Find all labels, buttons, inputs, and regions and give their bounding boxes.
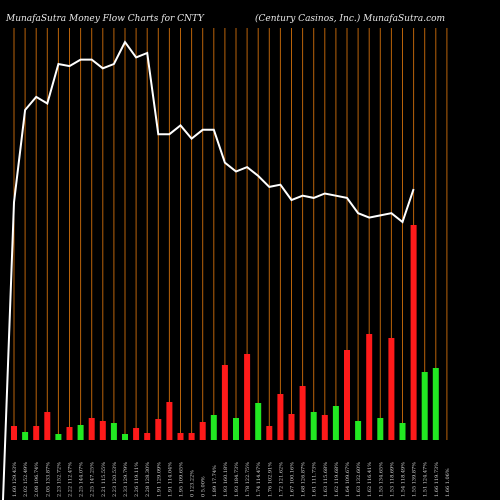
- money-flow-bar-9: [110, 423, 117, 440]
- money-flow-bar-24: [277, 394, 284, 440]
- x-tick-label-9: 2.23 120.53%: [112, 462, 118, 497]
- money-flow-bar-28: [321, 415, 328, 440]
- money-flow-bar-18: [210, 415, 217, 440]
- money-flow-bar-34: [388, 338, 395, 440]
- chart-subtitle: (Century Casinos, Inc.) MunafaSutra.com: [255, 13, 445, 24]
- x-tick-label-28: 1.63 115.68%: [323, 462, 329, 497]
- money-flow-bar-27: [310, 412, 317, 440]
- money-flow-bar-1: [22, 432, 29, 440]
- x-tick-label-1: 2.02 152.49%: [23, 462, 29, 497]
- money-flow-bar-14: [166, 402, 173, 440]
- money-flow-bar-2: [33, 426, 40, 440]
- price-line: [2, 40, 415, 500]
- x-tick-label-5: 2.22 112.47%: [68, 462, 74, 497]
- money-flow-bar-6: [77, 425, 84, 440]
- x-tick-label-3: 2.05 133.87%: [45, 462, 51, 497]
- x-tick-label-26: 1.68 126.87%: [301, 462, 307, 497]
- x-tick-label-31: 1.63 132.60%: [356, 462, 362, 497]
- x-tick-label-21: 1.78 122.75%: [245, 462, 251, 497]
- x-tick-label-16: 0 123.22%: [190, 470, 196, 497]
- x-tick-label-32: 1.62 116.41%: [367, 462, 373, 497]
- x-tick-label-17: 0 5.00%: [201, 476, 207, 497]
- money-flow-bar-36: [410, 225, 417, 440]
- x-tick-label-36: 1.55 139.87%: [412, 462, 418, 497]
- x-tick-label-4: 2.23 152.72%: [56, 462, 62, 497]
- money-flow-bar-15: [177, 433, 184, 440]
- money-flow-bar-12: [144, 433, 151, 440]
- x-tick-label-33: 1.55 134.65%: [378, 462, 384, 497]
- money-flow-bar-7: [88, 418, 95, 440]
- x-tick-label-35: 1.54 118.49%: [401, 462, 407, 497]
- money-flow-bar-0: [11, 426, 17, 440]
- money-flow-bar-3: [44, 412, 51, 440]
- money-flow-bar-5: [66, 427, 73, 440]
- money-flow-bar-17: [199, 422, 206, 440]
- money-flow-bar-11: [133, 428, 140, 440]
- money-flow-bar-32: [366, 334, 373, 440]
- money-flow-bar-4: [55, 434, 62, 440]
- x-tick-label-13: 1.91 129.09%: [156, 462, 162, 497]
- x-tick-label-8: 2.21 115.55%: [101, 462, 107, 497]
- x-tick-label-22: 1.74 114.47%: [256, 462, 262, 497]
- money-flow-bar-22: [255, 403, 262, 440]
- x-tick-label-23: 1.76 102.91%: [267, 462, 273, 497]
- x-tick-label-15: 1.95 109.65%: [179, 462, 185, 497]
- money-flow-bar-26: [299, 386, 306, 440]
- x-tick-label-25: 1.67 100.16%: [290, 462, 296, 497]
- x-tick-label-30: 1.64 109.67%: [345, 462, 351, 497]
- x-tick-label-14: 1.91 114.04%: [167, 462, 173, 497]
- x-tick-label-10: 2.33 129.79%: [123, 462, 129, 497]
- x-tick-label-37: 1.51 124.47%: [423, 462, 429, 497]
- money-flow-bar-20: [233, 418, 239, 440]
- money-flow-bar-10: [122, 434, 128, 440]
- money-flow-bar-8: [99, 421, 106, 440]
- x-tick-label-7: 2.25 147.25%: [90, 462, 96, 497]
- money-flow-bar-19: [221, 365, 228, 440]
- chart-title: MunafaSutra Money Flow Charts for CNTY: [5, 14, 205, 24]
- x-tick-label-38: 1.66 119.73%: [434, 462, 440, 497]
- x-tick-label-20: 1.93 184.73%: [234, 462, 240, 497]
- x-tick-label-27: 1.61 111.73%: [312, 462, 318, 497]
- money-flow-bar-13: [155, 419, 162, 440]
- money-flow-bar-37: [421, 372, 428, 440]
- x-tick-label-29: 1.62 119.68%: [334, 462, 340, 497]
- x-tick-labels: 1.60 129.43% 2.02 152.49% 2.08 196.74% 2.05…: [12, 462, 451, 497]
- money-flow-bar-31: [355, 421, 362, 440]
- money-flow-bar-23: [266, 426, 273, 440]
- money-flow-bar-16: [188, 433, 195, 440]
- money-flow-bar-33: [377, 418, 384, 440]
- x-tick-label-6: 2.25 144.07%: [79, 462, 85, 497]
- money-flow-bar-35: [399, 423, 406, 440]
- x-tick-label-19: 1.93 160.18%: [223, 462, 229, 497]
- money-flow-bars: [11, 225, 439, 440]
- x-tick-label-24: 1.72 121.62%: [278, 462, 284, 497]
- money-flow-bar-29: [332, 406, 339, 440]
- money-flow-bar-21: [244, 354, 251, 440]
- x-tick-label-34: 1.53 118.69%: [389, 462, 395, 497]
- x-tick-label-2: 2.08 196.74%: [34, 462, 40, 497]
- x-tick-label-18: 1.89 17.74%: [212, 465, 218, 497]
- x-tick-label-0: 1.60 129.43%: [12, 462, 18, 497]
- money-flow-bar-25: [288, 414, 295, 440]
- x-tick-label-39: 1.66 1.06%: [445, 468, 451, 497]
- money-flow-bar-38: [432, 368, 439, 440]
- x-tick-label-11: 2.26 119.11%: [134, 462, 140, 497]
- x-tick-label-12: 2.28 128.30%: [145, 462, 151, 497]
- money-flow-bar-30: [344, 350, 350, 440]
